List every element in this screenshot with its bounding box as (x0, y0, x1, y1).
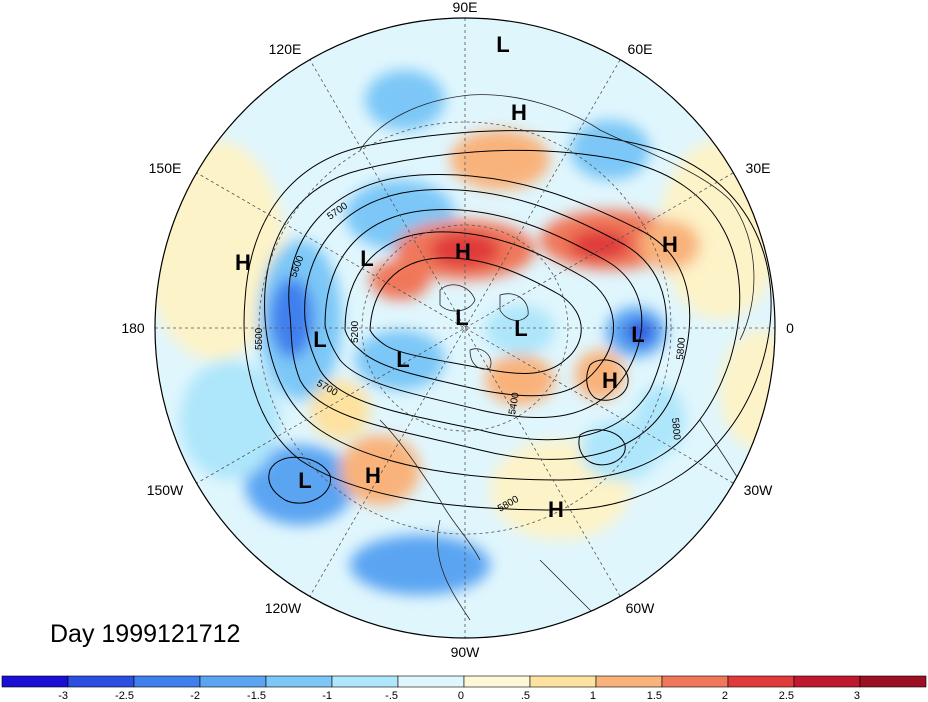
colorbar-tick-label: -2.5 (115, 690, 134, 702)
lon-label-60e: 60E (628, 41, 653, 57)
map-title: Day 1999121712 (50, 620, 241, 648)
contour-label: 5500 (254, 327, 265, 350)
longitude-labels: 90E 60E 30E 0 30W 60W 90W 120W 150W 180 … (121, 0, 794, 660)
lon-label-120w: 120W (265, 600, 302, 616)
colorbar-swatch (661, 675, 729, 688)
high-center-label: H (235, 250, 251, 275)
colorbar-tick-label: 3 (854, 690, 860, 702)
colorbar-tick-label: -1.5 (247, 690, 266, 702)
pressure-centers: L H H H L L L L L L H H L H H (235, 32, 678, 522)
lon-label-0: 0 (786, 320, 794, 336)
colorbar-tick-label: -3 (58, 690, 68, 702)
colorbar-swatch (463, 675, 531, 688)
colorbar-tick-label: -2 (190, 690, 200, 702)
low-center-label: L (496, 32, 509, 57)
colorbar-tick-label: -.5 (385, 690, 398, 702)
graticule (155, 18, 775, 638)
lon-label-150e: 150E (149, 160, 182, 176)
colorbar-swatch (727, 675, 795, 688)
contour-label: 5400 (507, 391, 522, 415)
high-center-label: H (511, 100, 527, 125)
colorbar-swatch (793, 675, 861, 688)
low-center-label: L (631, 322, 644, 347)
low-center-label: L (455, 305, 468, 330)
contour-label: 5200 (350, 320, 361, 343)
colorbar-swatch (133, 675, 201, 688)
colorbar-swatch (397, 675, 465, 688)
lon-label-120e: 120E (269, 41, 302, 57)
colorbar-tick-label: -1 (322, 690, 332, 702)
colorbar-swatch (67, 675, 135, 688)
colorbar-swatch (199, 675, 267, 688)
lon-label-30w: 30W (744, 482, 774, 498)
colorbar-swatch (529, 675, 597, 688)
colorbar-tick-label: 0 (458, 690, 464, 702)
high-center-label: H (602, 368, 618, 393)
lon-label-90w: 90W (451, 644, 481, 660)
high-center-label: H (365, 463, 381, 488)
lon-label-90e: 90E (453, 0, 478, 15)
map-boundary (154, 17, 776, 639)
high-center-label: H (662, 232, 678, 257)
low-center-label: L (360, 246, 373, 271)
low-center-label: L (298, 468, 311, 493)
low-center-label: L (396, 347, 409, 372)
low-center-label: L (514, 316, 527, 341)
colorbar-tick-label: .5 (521, 690, 530, 702)
colorbar-swatch (595, 675, 663, 688)
contour-label: 5800 (675, 337, 688, 361)
low-center-label: L (313, 327, 326, 352)
colorbar-tick-label: 1 (590, 690, 596, 702)
lon-label-150w: 150W (147, 482, 184, 498)
lon-label-30e: 30E (746, 160, 771, 176)
colorbar-swatch (265, 675, 333, 688)
lon-label-60w: 60W (626, 600, 656, 616)
high-center-label: H (548, 497, 564, 522)
colorbar-tick-label: 2 (722, 690, 728, 702)
colorbar-swatch (859, 675, 927, 688)
colorbar-tick-label: 1.5 (647, 690, 662, 702)
high-center-label: H (455, 239, 471, 264)
colorbar: -3 -2.5 -2 -1.5 -1 -.5 0 .5 1 1.5 2 2.5 3 (1, 675, 927, 702)
colorbar-swatch (331, 675, 399, 688)
lon-label-180: 180 (121, 320, 145, 336)
colorbar-swatch (1, 675, 69, 688)
contour-label: 5800 (669, 417, 682, 441)
colorbar-tick-label: 2.5 (779, 690, 794, 702)
anomaly-shading (155, 18, 775, 638)
